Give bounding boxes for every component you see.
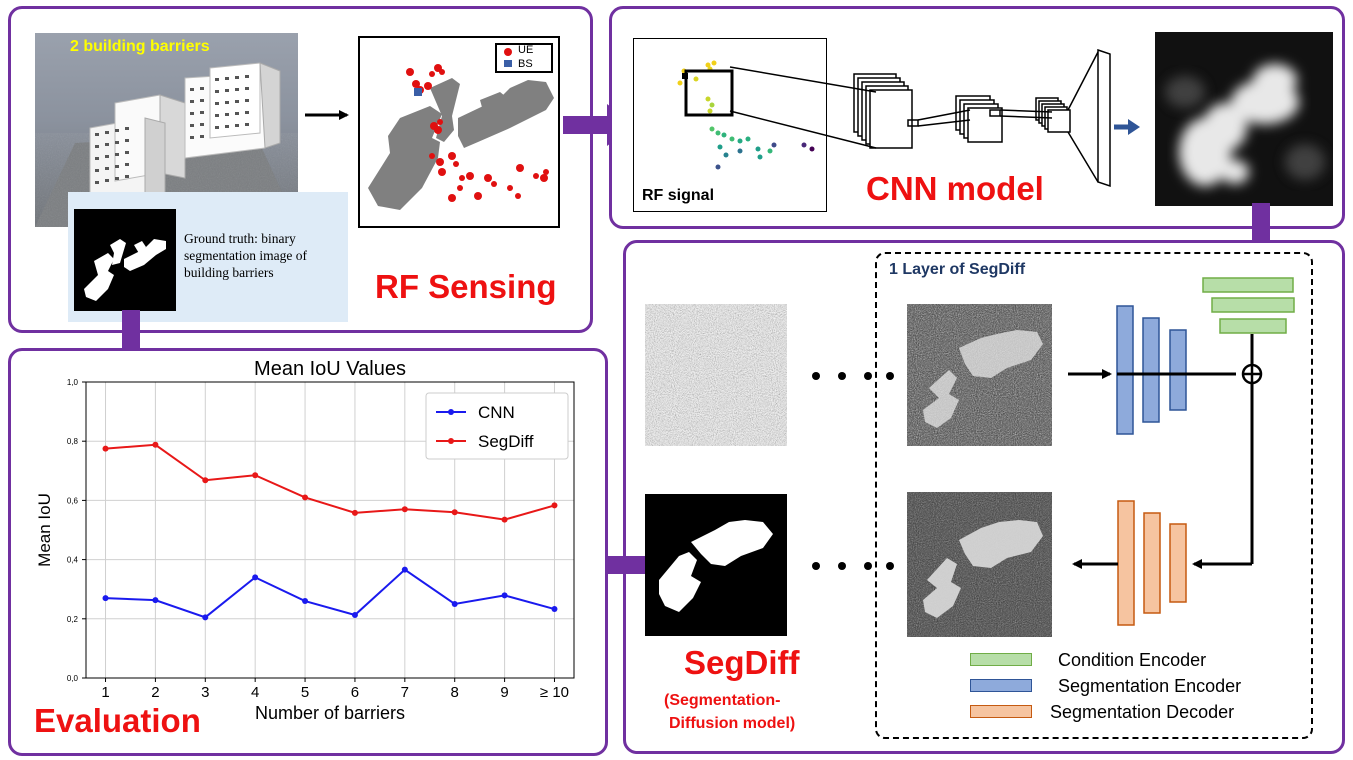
segdiff-output-drawing [645,494,787,636]
mean-iou-chart: 0,0 0,2 0,4 0,6 0,8 1,0 1 2 3 4 5 6 7 8 9 ≥ 10 Mean IoU … [14,352,604,732]
data-point-segdiff [152,442,158,448]
series-line-cnn [106,570,555,618]
data-point-segdiff [352,510,358,516]
legend-swatch-seg-encoder [970,679,1032,692]
y-tick-label: 0,6 [67,496,79,505]
data-point-cnn [551,606,557,612]
segdiff-layer-diagram [1060,270,1310,640]
noisy-mask-image [907,304,1052,446]
legend-label-seg-decoder: Segmentation Decoder [1050,702,1234,723]
x-tick-label: 1 [101,684,109,701]
legend-bs-label: BS [518,58,533,70]
data-point-cnn [252,574,258,580]
legend-ue-label: UE [518,44,533,56]
data-point-segdiff [302,494,308,500]
segdiff-subtitle-2: Diffusion model) [669,715,795,733]
data-point-cnn [103,595,109,601]
cnn-output-drawing [1155,32,1333,206]
y-tick-label: 0,4 [67,556,79,565]
data-point-segdiff [402,506,408,512]
noisy-mask-drawing [907,304,1052,446]
data-point-segdiff [202,477,208,483]
segdiff-layer-title: 1 Layer of SegDiff [889,261,1025,279]
segdiff-title: SegDiff [684,644,800,682]
y-tick-label: 0,2 [67,615,79,624]
pure-noise-image [645,304,787,446]
data-point-cnn [152,597,158,603]
cnn-architecture [680,40,1120,190]
data-point-segdiff [103,446,109,452]
segdiff-legend: Condition Encoder Segmentation Encoder S… [970,650,1310,730]
legend-marker-segdiff [448,438,454,444]
cnn-output-image [1155,32,1333,206]
x-tick-label: ≥ 10 [540,684,569,701]
legend-swatch-condition [970,653,1032,666]
data-point-cnn [452,601,458,607]
ground-truth-text: Ground truth: binary segmentation image … [184,230,344,281]
legend-marker-cnn [448,409,454,415]
evaluation-title: Evaluation [34,702,201,740]
data-point-segdiff [551,502,557,508]
noisy-mask-image-2 [907,492,1052,637]
data-point-cnn [302,598,308,604]
y-tick-label: 0,0 [67,674,79,683]
data-point-cnn [402,567,408,573]
arrow-photo-to-map [303,105,351,125]
x-tick-label: 4 [251,684,259,701]
ue-bs-map: UE BS [358,36,560,228]
x-tick-label: 3 [201,684,209,701]
data-point-segdiff [502,517,508,523]
data-point-segdiff [452,509,458,515]
cnn-title: CNN model [866,170,1044,208]
x-axis-label: Number of barriers [255,703,405,723]
legend-label-cnn: CNN [478,403,515,422]
legend-label-segdiff: SegDiff [478,432,534,451]
arrow-cnn-to-output [1112,116,1142,138]
y-axis-label: Mean IoU [35,493,54,567]
ellipsis-top [806,368,896,384]
ground-truth-image [74,209,176,311]
pure-noise-drawing [645,304,787,446]
data-point-cnn [202,614,208,620]
photo-caption: 2 building barriers [70,38,210,56]
ellipsis-bottom [806,558,896,574]
segdiff-output-image [645,494,787,636]
bs-marker [414,88,422,96]
x-tick-label: 8 [451,684,459,701]
ground-truth-shape [74,209,176,311]
y-tick-label: 0,8 [67,437,79,446]
x-tick-label: 5 [301,684,309,701]
legend-swatch-seg-decoder [970,705,1032,718]
rf-sensing-title: RF Sensing [375,268,557,306]
segdiff-subtitle-1: (Segmentation- [664,692,780,710]
x-tick-label: 7 [401,684,409,701]
x-tick-label: 2 [151,684,159,701]
y-tick-label: 1,0 [67,378,79,387]
data-point-cnn [502,592,508,598]
noisy-mask-drawing-2 [907,492,1052,637]
data-point-segdiff [252,472,258,478]
legend-label-condition: Condition Encoder [1058,650,1206,671]
x-tick-label: 6 [351,684,359,701]
legend-label-seg-encoder: Segmentation Encoder [1058,676,1241,697]
data-point-cnn [352,612,358,618]
x-tick-label: 9 [500,684,508,701]
chart-title: Mean IoU Values [254,358,406,380]
